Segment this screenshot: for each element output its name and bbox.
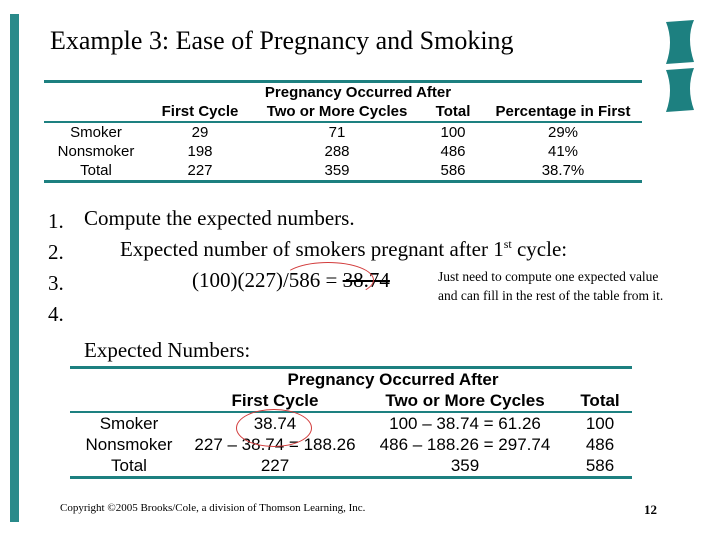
col-header: Percentage in First [495, 103, 631, 120]
step-number: 1. [48, 209, 64, 233]
table-row: Nonsmoker 198 288 486 41% [57, 143, 579, 160]
step-number: 2. [48, 240, 64, 264]
step-number: 3. [48, 271, 64, 295]
table-row: Smoker 29 71 100 29% [70, 124, 579, 141]
left-accent-bar [10, 14, 19, 522]
decorative-ribbon-icon [666, 20, 694, 112]
step-1-text: Compute the expected numbers. [84, 206, 355, 230]
annotation-arc [282, 262, 374, 298]
annotation-note: Just need to compute one expected value … [438, 269, 664, 303]
step-2-text: Expected number of smokers pregnant afte… [120, 237, 568, 261]
table-row: Total 227 359 586 38.7% [80, 162, 585, 179]
highlight-circle [236, 409, 312, 447]
step-number: 4. [48, 302, 64, 326]
copyright-footer: Copyright ©2005 Brooks/Cole, a division … [60, 502, 366, 514]
observed-table: Pregnancy Occurred After First Cycle Two… [44, 80, 642, 183]
group-header: Pregnancy Occurred After [287, 369, 499, 389]
expected-table: Pregnancy Occurred After First Cycle Two… [70, 366, 632, 479]
col-header: First Cycle [161, 103, 239, 120]
table-row: Smoker 38.74 100 – 38.74 = 61.26 100 [99, 413, 615, 433]
expected-numbers-label: Expected Numbers: [84, 338, 251, 362]
col-header: Two or More Cycles [385, 390, 545, 410]
table-row: Total 227 359 586 [111, 455, 615, 475]
col-header: Two or More Cycles [266, 103, 408, 120]
group-header: Pregnancy Occurred After [264, 84, 452, 101]
col-header: Total [580, 390, 620, 410]
col-header: Total [435, 103, 471, 120]
page-number: 12 [644, 502, 657, 517]
col-header: First Cycle [231, 390, 319, 410]
table-row: Nonsmoker 227 – 38.74 = 188.26 486 – 188… [85, 434, 615, 454]
slide-title: Example 3: Ease of Pregnancy and Smoking [50, 26, 514, 55]
